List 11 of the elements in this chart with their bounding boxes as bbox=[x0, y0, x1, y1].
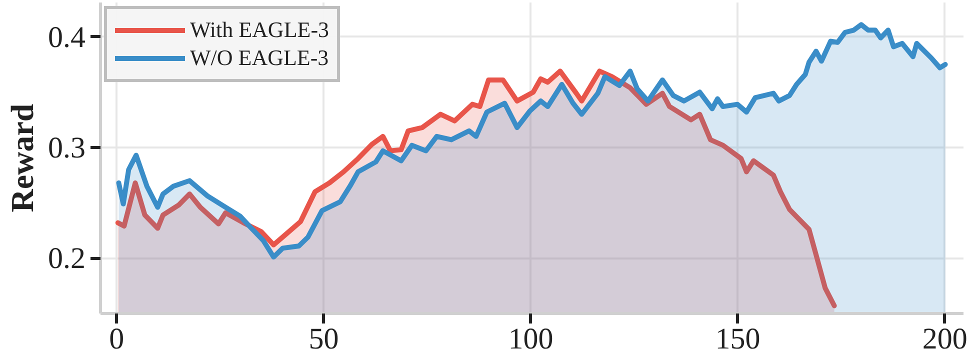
x-tick-label: 150 bbox=[715, 322, 760, 351]
x-tick-label: 50 bbox=[308, 322, 339, 351]
legend-label: W/O EAGLE-3 bbox=[190, 45, 329, 71]
x-tick-label: 200 bbox=[922, 322, 968, 351]
x-tick-label: 100 bbox=[508, 322, 554, 351]
legend-label: With EAGLE-3 bbox=[190, 17, 330, 43]
y-tick-label: 0.4 bbox=[48, 20, 86, 54]
y-tick-label: 0.2 bbox=[48, 242, 86, 276]
y-axis-title: Reward bbox=[4, 104, 40, 212]
x-tick-label: 0 bbox=[109, 322, 124, 351]
y-tick-label: 0.3 bbox=[48, 131, 86, 164]
